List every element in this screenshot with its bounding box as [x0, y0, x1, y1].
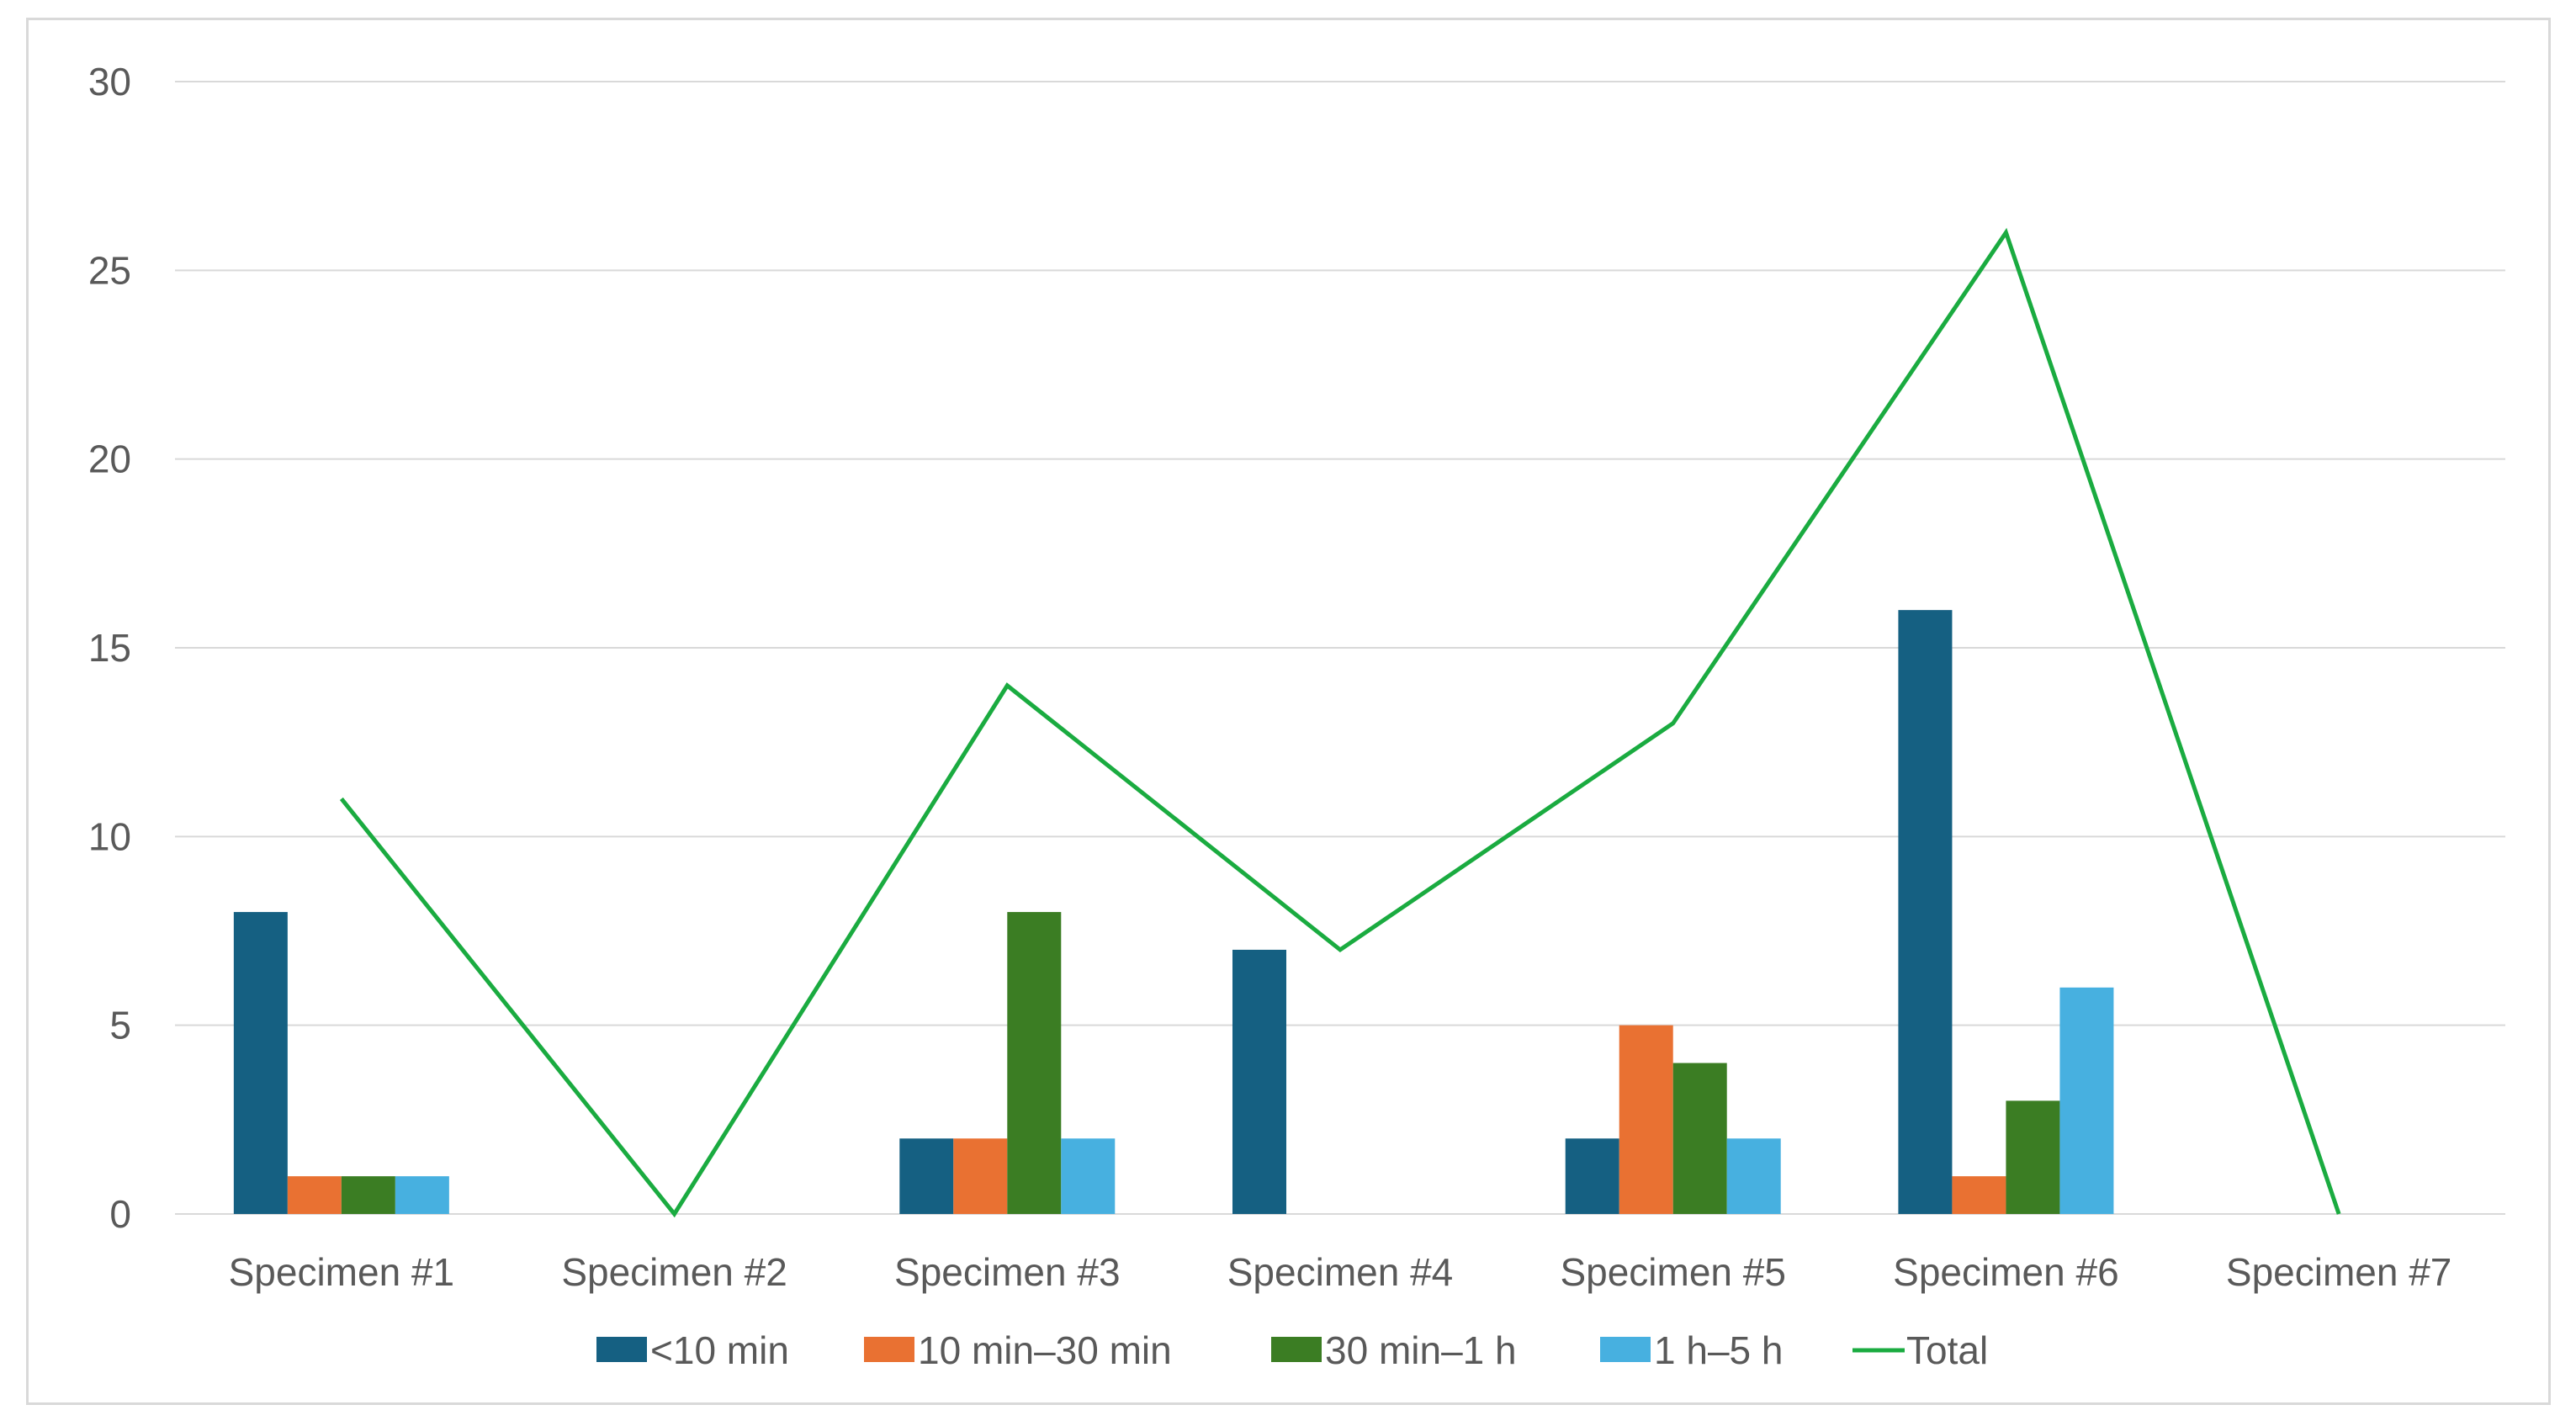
bar-series-0-cat-4 [1565, 1138, 1619, 1214]
legend-label: <10 min [650, 1328, 789, 1372]
bar-series-0-cat-5 [1898, 610, 1953, 1214]
total-line [339, 227, 2341, 1218]
x-axis-ticks: Specimen #1 Specimen #2 Specimen #3 Specime… [229, 1250, 2452, 1294]
bar-series-3-cat-4 [1726, 1138, 1781, 1214]
bar-series-3-cat-5 [2059, 987, 2114, 1214]
y-tick-label: 10 [88, 814, 131, 858]
gridlines [175, 81, 2505, 1215]
x-tick-label: Specimen #7 [2226, 1250, 2452, 1294]
y-tick-label: 5 [109, 1004, 131, 1047]
chart-frame [26, 18, 2551, 1405]
x-tick-label: Specimen #4 [1227, 1250, 1454, 1294]
bar-series-2-cat-4 [1672, 1063, 1727, 1214]
y-axis-ticks: 0 5 10 15 20 25 30 [88, 60, 131, 1236]
bars [233, 610, 2114, 1214]
x-tick-label: Specimen #2 [561, 1250, 787, 1294]
bar-series-3-cat-0 [395, 1176, 449, 1214]
x-tick-label: Specimen #3 [894, 1250, 1121, 1294]
legend-label: 1 h–5 h [1654, 1328, 1783, 1372]
legend-swatch-0 [596, 1337, 647, 1362]
x-tick-label: Specimen #5 [1560, 1250, 1786, 1294]
bar-series-0-cat-2 [899, 1138, 954, 1214]
y-tick-label: 25 [88, 248, 131, 292]
x-tick-label: Specimen #6 [1893, 1250, 2119, 1294]
legend-label: Total [1906, 1328, 1988, 1372]
bar-series-0-cat-0 [233, 912, 288, 1214]
y-tick-label: 15 [88, 626, 131, 670]
legend-label: 10 min–30 min [918, 1328, 1172, 1372]
bar-series-3-cat-2 [1061, 1138, 1116, 1214]
legend: <10 min 10 min–30 min 30 min–1 h 1 h–5 h Tot… [596, 1328, 1988, 1372]
bar-series-1-cat-4 [1619, 1025, 1673, 1214]
bar-series-2-cat-2 [1007, 912, 1062, 1214]
total-line-layer [339, 227, 2341, 1218]
bar-series-1-cat-2 [953, 1138, 1008, 1214]
legend-swatch-1 [864, 1337, 914, 1362]
bar-series-1-cat-0 [287, 1176, 342, 1214]
bar-series-2-cat-5 [2006, 1100, 2060, 1214]
legend-swatch-3 [1600, 1337, 1651, 1362]
legend-swatch-2 [1271, 1337, 1322, 1362]
bar-series-2-cat-0 [341, 1176, 395, 1214]
bar-series-1-cat-5 [1952, 1176, 2006, 1214]
legend-label: 30 min–1 h [1325, 1328, 1517, 1372]
y-tick-label: 20 [88, 437, 131, 481]
bar-series-0-cat-3 [1232, 949, 1286, 1214]
y-tick-label: 30 [88, 60, 131, 103]
x-tick-label: Specimen #1 [229, 1250, 455, 1294]
y-tick-label: 0 [109, 1192, 131, 1236]
